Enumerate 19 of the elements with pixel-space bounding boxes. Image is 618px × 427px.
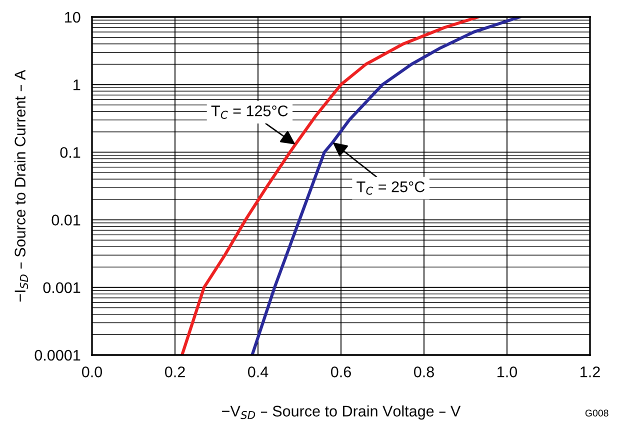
y-tick-label: 0.001	[43, 282, 80, 294]
y-tick-label: 0.01	[52, 214, 80, 226]
x-tick-label: 0.0	[82, 366, 102, 378]
x-tick-label: 0.6	[330, 366, 351, 378]
line-series	[180, 17, 480, 355]
annotation: T$_{C}$ = 125°C	[211, 106, 288, 119]
x-tick-label: 0.2	[164, 366, 185, 378]
x-tick-label: 0.8	[414, 366, 434, 378]
y-tick-label: 1	[74, 80, 80, 90]
y-tick-label: 10	[65, 12, 80, 23]
y-tick-label: 0.0001	[34, 350, 80, 361]
text: G008	[585, 410, 608, 417]
x-tick-label: 0.4	[248, 366, 268, 378]
x-tick-label: 1.0	[498, 366, 518, 378]
annotation: T$_{C}$ = 25°C	[356, 181, 425, 195]
y-tick-label: 0.1	[60, 147, 80, 158]
y-axis-title: −I$_{SD}$ – Source to Drain Current – A	[14, 70, 28, 302]
x-axis-title: −V$_{SD}$ – Source to Drain Voltage – V	[222, 405, 461, 420]
x-tick-label: 1.2	[580, 366, 600, 378]
